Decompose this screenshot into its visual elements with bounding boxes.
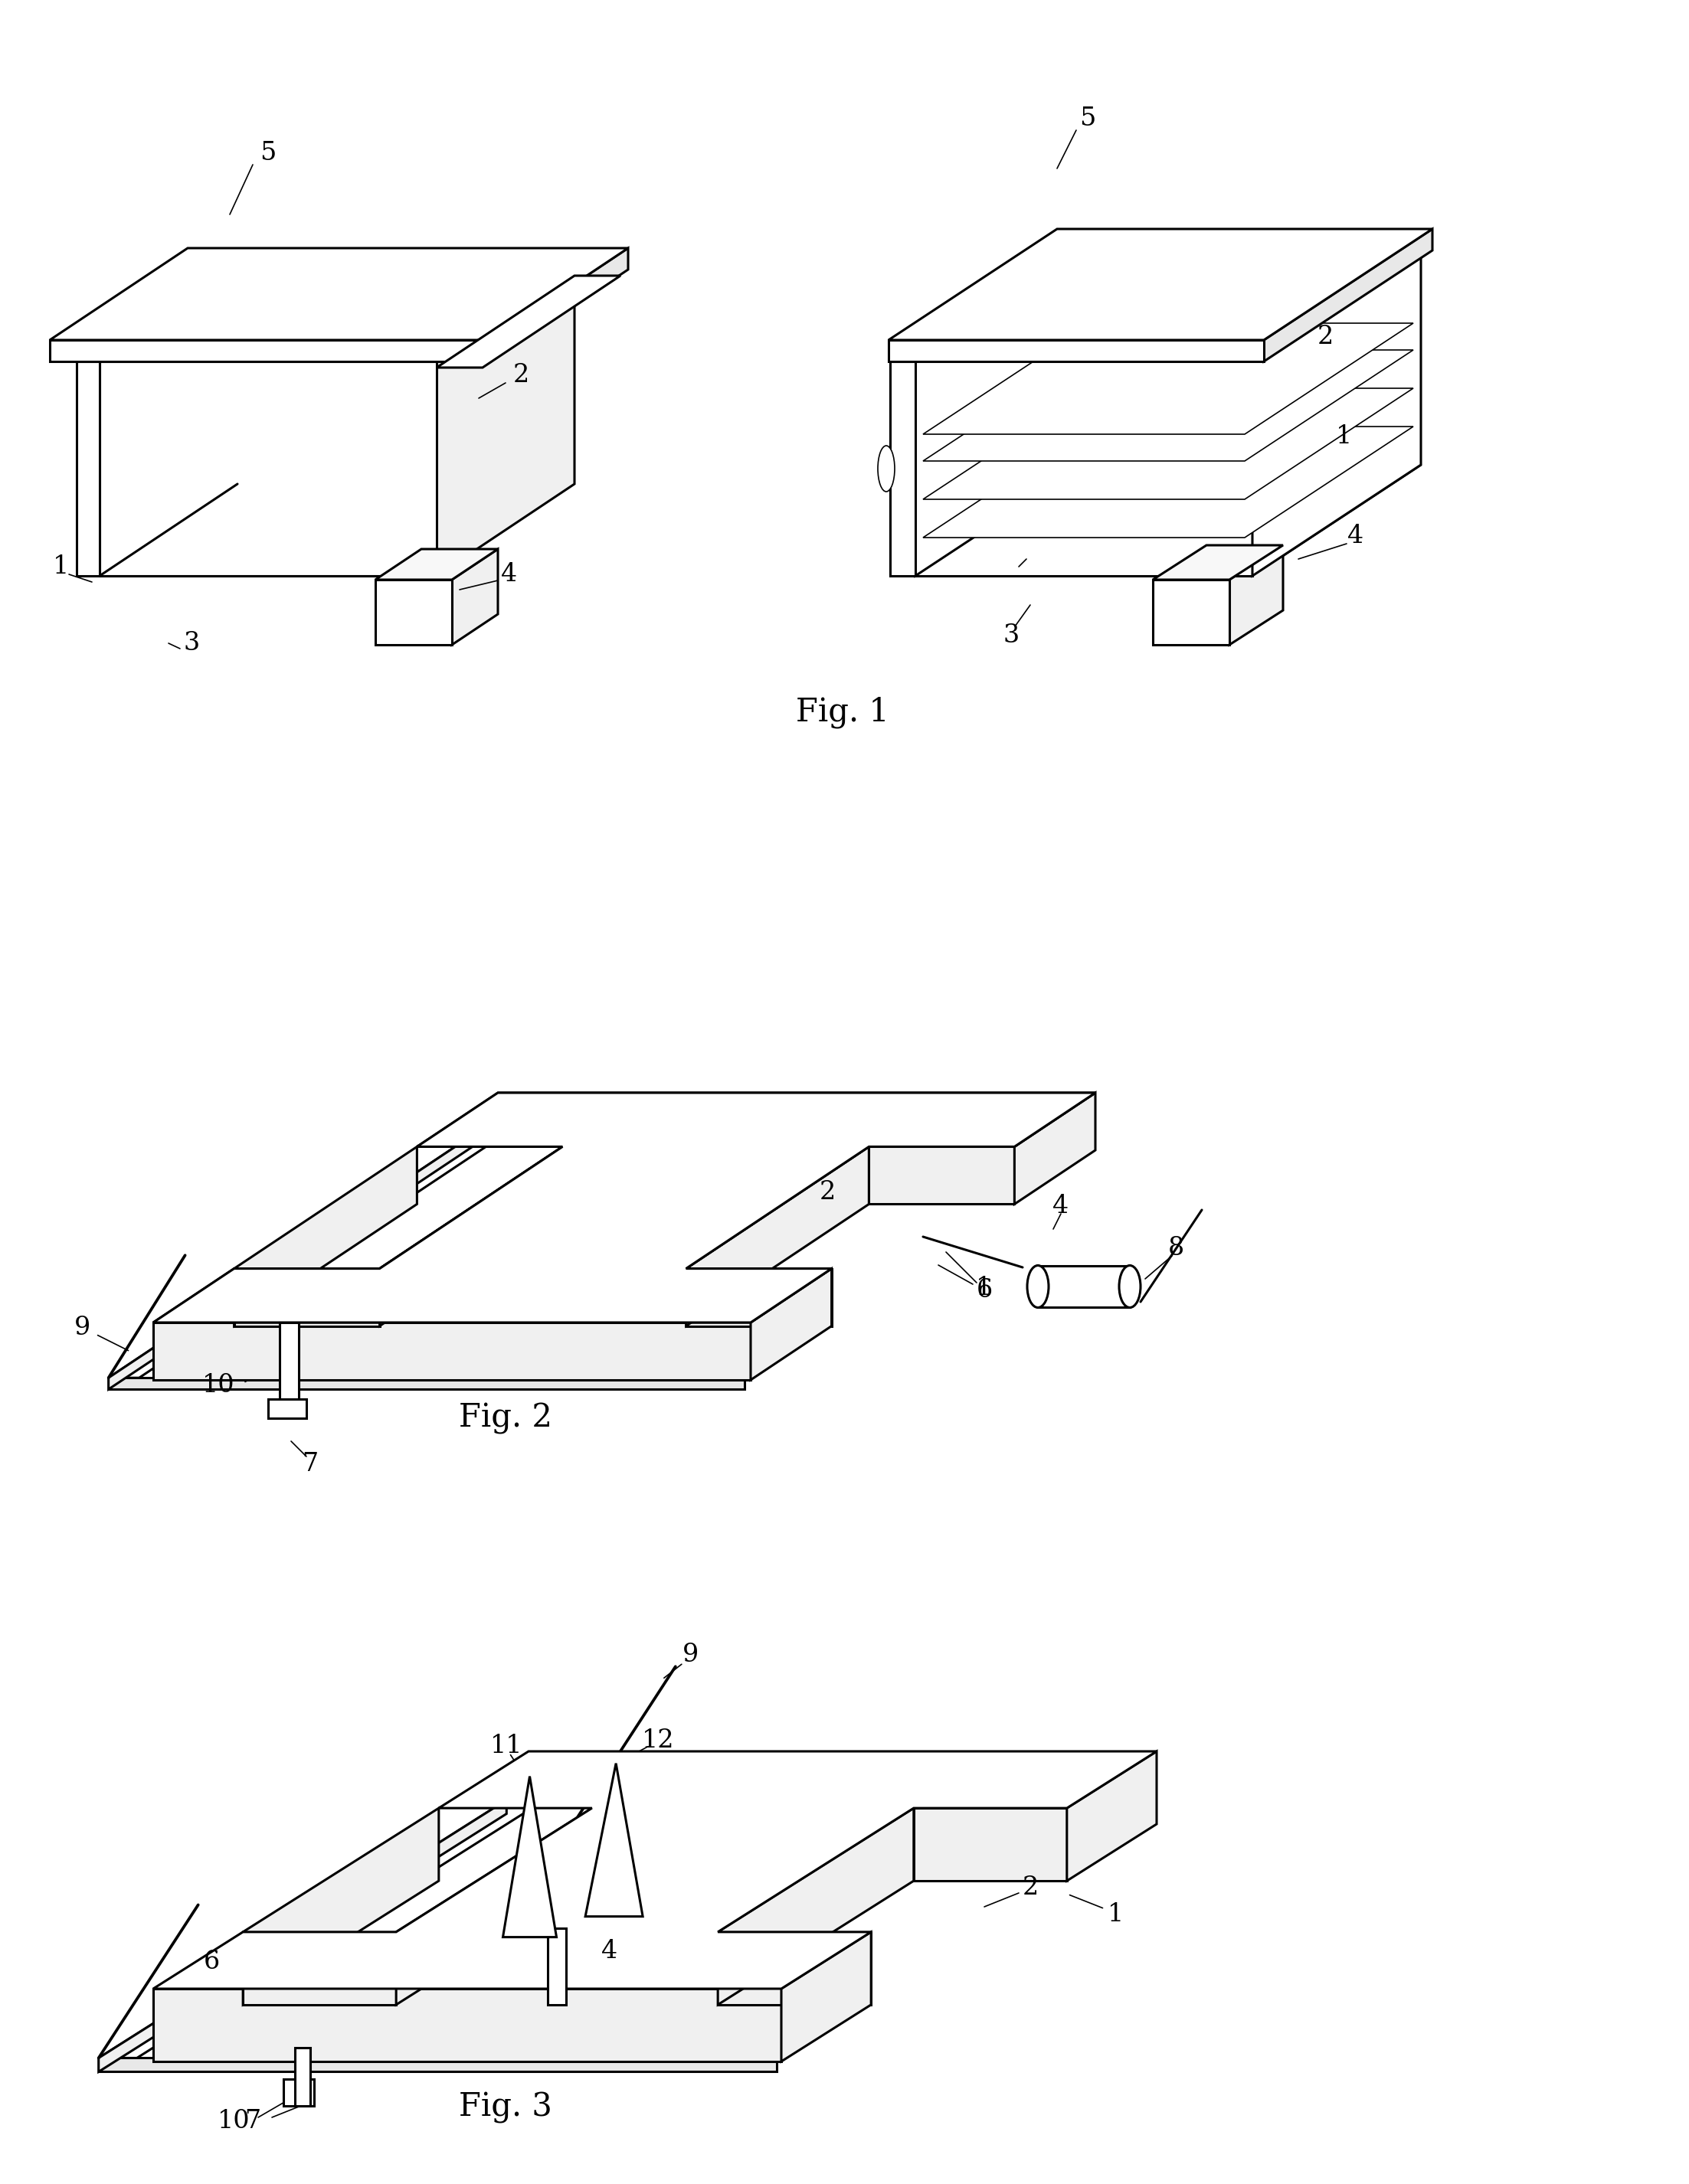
- Polygon shape: [922, 323, 1414, 435]
- Polygon shape: [453, 548, 498, 644]
- Text: 1: 1: [1336, 424, 1353, 448]
- Text: 4: 4: [601, 1939, 616, 1963]
- Text: 3: 3: [184, 631, 199, 655]
- Text: 10: 10: [203, 1374, 235, 1398]
- Polygon shape: [108, 1129, 481, 1389]
- Text: 2: 2: [513, 363, 529, 387]
- Text: 11: 11: [490, 1734, 524, 1758]
- Polygon shape: [437, 269, 574, 577]
- Text: 12: 12: [642, 1728, 674, 1752]
- Polygon shape: [888, 229, 1432, 341]
- Polygon shape: [375, 548, 498, 579]
- Polygon shape: [280, 1324, 299, 1402]
- Polygon shape: [98, 2057, 777, 2073]
- Polygon shape: [284, 2079, 314, 2105]
- Polygon shape: [686, 1269, 831, 1326]
- Polygon shape: [100, 269, 574, 360]
- Text: Fig. 2: Fig. 2: [459, 1402, 552, 1435]
- Ellipse shape: [1120, 1265, 1140, 1308]
- Polygon shape: [154, 1092, 1096, 1324]
- Polygon shape: [782, 1933, 872, 2062]
- Text: 2: 2: [1317, 325, 1333, 349]
- Polygon shape: [915, 360, 1252, 577]
- Text: 1: 1: [1108, 1902, 1123, 1926]
- Ellipse shape: [1027, 1265, 1049, 1308]
- Polygon shape: [490, 249, 628, 360]
- Text: 3: 3: [1003, 622, 1018, 649]
- Polygon shape: [76, 345, 123, 360]
- Polygon shape: [1263, 229, 1432, 360]
- Polygon shape: [380, 1147, 562, 1326]
- Text: 9: 9: [74, 1315, 91, 1339]
- Text: 4: 4: [502, 561, 517, 587]
- Polygon shape: [915, 465, 1420, 577]
- Polygon shape: [868, 1147, 1015, 1203]
- Polygon shape: [243, 1808, 439, 2005]
- Text: 1: 1: [52, 555, 69, 579]
- Polygon shape: [922, 426, 1414, 537]
- Polygon shape: [154, 1092, 1096, 1324]
- Polygon shape: [269, 1400, 306, 1417]
- Polygon shape: [108, 1129, 512, 1378]
- Text: 6: 6: [976, 1278, 993, 1302]
- Polygon shape: [1154, 579, 1230, 644]
- Text: 4: 4: [1348, 524, 1365, 548]
- Polygon shape: [922, 349, 1414, 461]
- Polygon shape: [1067, 1752, 1157, 1880]
- Polygon shape: [49, 249, 628, 341]
- Polygon shape: [1015, 1092, 1096, 1203]
- Polygon shape: [154, 1990, 782, 2062]
- Polygon shape: [375, 579, 453, 644]
- Text: 9: 9: [682, 1642, 699, 1666]
- Polygon shape: [718, 1933, 872, 2005]
- Polygon shape: [98, 1800, 546, 2057]
- Text: 10: 10: [218, 2110, 250, 2134]
- Polygon shape: [503, 1776, 556, 1937]
- Polygon shape: [922, 389, 1414, 500]
- Polygon shape: [547, 1928, 566, 2005]
- Polygon shape: [915, 251, 1084, 577]
- Polygon shape: [750, 1269, 831, 1380]
- Polygon shape: [235, 1269, 380, 1326]
- Text: 5: 5: [260, 142, 277, 166]
- Polygon shape: [1252, 251, 1420, 577]
- Text: 1: 1: [976, 1275, 993, 1299]
- Polygon shape: [100, 360, 437, 577]
- Polygon shape: [914, 1808, 1067, 1880]
- Text: 7: 7: [245, 2110, 260, 2134]
- Polygon shape: [915, 251, 1420, 360]
- Polygon shape: [243, 1933, 397, 2005]
- Polygon shape: [890, 360, 915, 577]
- Polygon shape: [586, 1762, 644, 1918]
- Text: Fig. 3: Fig. 3: [459, 2092, 552, 2123]
- Polygon shape: [296, 2049, 311, 2105]
- Polygon shape: [76, 360, 100, 577]
- Polygon shape: [718, 1808, 914, 2005]
- Polygon shape: [437, 275, 620, 367]
- Polygon shape: [154, 1324, 750, 1380]
- Polygon shape: [686, 1147, 868, 1326]
- Text: 5: 5: [1079, 107, 1096, 131]
- Ellipse shape: [878, 446, 895, 491]
- Polygon shape: [888, 341, 1263, 360]
- Polygon shape: [1154, 546, 1284, 579]
- Polygon shape: [397, 1808, 591, 2005]
- Polygon shape: [108, 1378, 745, 1389]
- Polygon shape: [154, 1752, 1157, 1990]
- Polygon shape: [98, 1800, 507, 2073]
- Text: 4: 4: [1052, 1195, 1069, 1219]
- Polygon shape: [235, 1147, 417, 1326]
- Polygon shape: [1039, 1267, 1130, 1308]
- Text: Fig. 1: Fig. 1: [796, 697, 888, 727]
- Text: 2: 2: [819, 1179, 836, 1206]
- Polygon shape: [49, 341, 490, 360]
- Text: 7: 7: [302, 1452, 318, 1476]
- Text: 6: 6: [204, 1950, 220, 1974]
- Polygon shape: [1230, 546, 1284, 644]
- Text: 2: 2: [1022, 1876, 1039, 1900]
- Text: 8: 8: [1167, 1236, 1184, 1260]
